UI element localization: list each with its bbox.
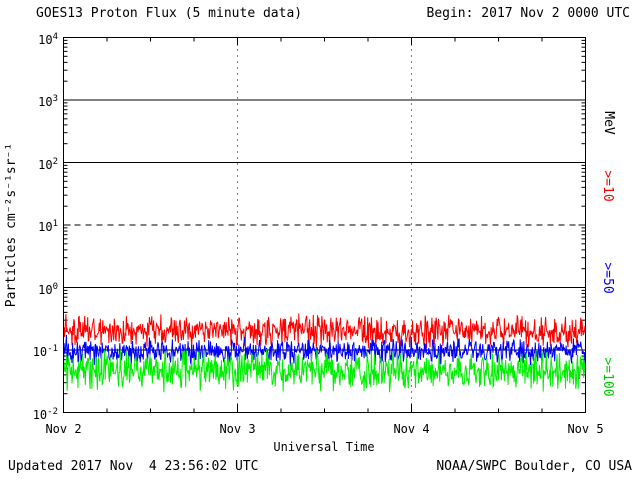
plot-frame xyxy=(63,37,586,413)
y-tick-label-1e4: 104 xyxy=(38,31,58,47)
updated-timestamp: Updated 2017 Nov 4 23:56:02 UTC xyxy=(8,459,259,474)
series-label-ge100: >=100 xyxy=(600,357,615,396)
right-axis-unit-label: MeV xyxy=(601,111,616,135)
y-tick-label-1e-2: 10-2 xyxy=(32,406,58,422)
flux-traces xyxy=(63,313,586,393)
begin-time-label: Begin: 2017 Nov 2 0000 UTC xyxy=(426,6,631,21)
y-axis-label: Particles cm⁻²s⁻¹sr⁻¹ xyxy=(4,143,19,307)
trace-gege10 xyxy=(63,313,586,350)
y-tick-label-1e3: 103 xyxy=(38,94,58,109)
series-label-ge10: >=10 xyxy=(600,170,615,201)
x-tick-label-nov-3: Nov 3 xyxy=(219,422,256,436)
chart-title: GOES13 Proton Flux (5 minute data) xyxy=(36,6,303,21)
trace-gege50 xyxy=(63,334,586,367)
y-tick-label-1e-1: 10-1 xyxy=(32,344,58,359)
credit-text: NOAA/SWPC Boulder, CO USA xyxy=(436,459,632,474)
x-tick-label-nov-5: Nov 5 xyxy=(567,422,604,436)
x-tick-label-nov-2: Nov 2 xyxy=(45,422,82,436)
x-tick-label-nov-4: Nov 4 xyxy=(393,422,430,436)
trace-gege100 xyxy=(63,349,586,393)
y-tick-label-1e2: 102 xyxy=(38,156,58,172)
series-label-ge50: >=50 xyxy=(600,262,615,293)
x-axis-label: Universal Time xyxy=(273,440,375,454)
y-tick-label-1e0: 100 xyxy=(38,281,58,297)
y-tick-label-1e1: 101 xyxy=(38,219,58,234)
